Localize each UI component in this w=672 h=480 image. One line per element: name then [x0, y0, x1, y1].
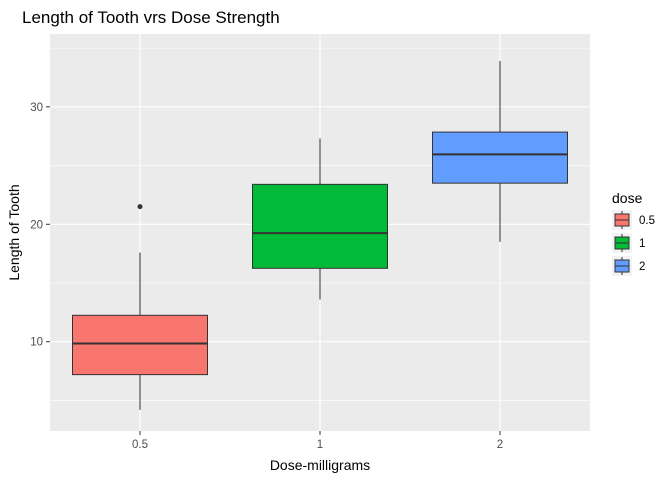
x-axis-title: Dose-milligrams: [270, 457, 370, 473]
y-tick-label: 10: [30, 337, 43, 349]
legend-label: 2: [639, 261, 645, 273]
y-axis: 10 20 30: [30, 102, 50, 349]
y-tick-label: 30: [30, 102, 43, 114]
box-1: [252, 138, 388, 300]
box-body: [432, 131, 568, 184]
chart-title: Length of Tooth vrs Dose Strength: [22, 8, 280, 27]
y-tick-label: 20: [30, 219, 43, 231]
legend-label: 0.5: [639, 215, 655, 227]
legend-title: dose: [612, 190, 643, 206]
x-tick-label: 1: [317, 439, 323, 451]
x-tick-label: 2: [497, 439, 503, 451]
x-tick-label: 0.5: [132, 439, 148, 451]
x-axis: 0.5 1 2: [132, 431, 503, 451]
box-0.5: [72, 204, 208, 410]
boxes: [72, 61, 568, 410]
outlier-point: [137, 204, 143, 210]
box-2: [432, 61, 568, 242]
legend: dose 0.5 1 2: [612, 190, 655, 276]
box-body: [72, 314, 208, 376]
box-body: [252, 183, 388, 269]
y-axis-title: Length of Tooth: [6, 184, 22, 280]
legend-label: 1: [639, 238, 645, 250]
